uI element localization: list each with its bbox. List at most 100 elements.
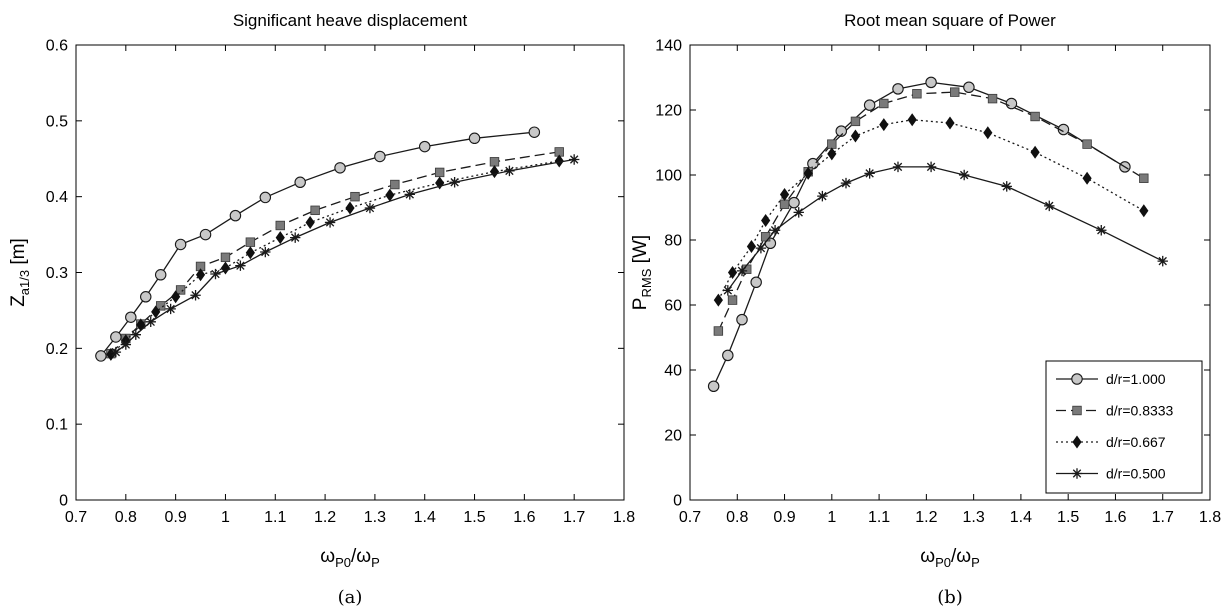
data-point-marker [983,126,993,140]
data-point-marker [120,339,132,350]
data-point-marker [722,349,734,362]
data-point-marker [1001,181,1012,192]
data-point-marker [892,83,904,95]
x-tick-label: 0.8 [115,509,137,526]
data-point-marker [154,269,167,281]
data-point-marker [1030,145,1040,159]
data-point-marker [736,265,748,277]
legend-label: d/r=1.000 [1106,371,1166,387]
x-tick-label: 1 [221,509,230,526]
data-point-marker [1044,200,1055,212]
data-point-marker [727,295,738,305]
data-point-marker [850,129,861,143]
data-point-marker [504,165,515,177]
data-point-marker [722,285,734,296]
chart-panel-b: Root mean square of Power 0.7 0.8 0.9 1 1.1 1.… [630,11,1221,608]
series-line [110,160,560,355]
plot-area-frame [689,44,1211,501]
data-point-marker [110,331,122,343]
data-point-marker [390,179,400,190]
data-point-marker [793,207,804,218]
data-point-marker [807,157,819,170]
data-point-marker [1157,255,1168,267]
y-tick-label: 60 [664,298,682,315]
data-point-marker [850,116,861,127]
data-point-marker [489,157,500,167]
data-point-marker [275,231,285,245]
data-point-marker [418,140,431,153]
chart-panel-a: Significant heave displacement 0.7 0.8 0.9 1… [8,11,635,608]
x-tick-label: 0.9 [773,509,795,526]
data-point-marker [945,116,955,130]
data-point-marker [489,165,500,179]
x-tick-label: 1 [827,509,836,526]
data-point-marker [803,166,813,180]
x-axis-label: ωP0/ωP [320,546,380,570]
legend-marker [1071,373,1083,385]
data-point-marker [275,220,285,231]
data-point-marker [260,246,271,258]
x-tick-label: 1.3 [963,509,985,526]
data-point-marker [817,190,828,202]
data-point-marker [364,202,376,214]
data-point-marker [310,205,320,216]
data-point-marker [568,154,580,165]
y-tick-label: 0.5 [46,113,68,130]
data-point-marker [925,76,937,89]
data-point-marker [912,89,922,99]
x-tick-label: 1.4 [414,509,436,526]
x-axis-label: ωP0/ωP [920,546,980,570]
data-point-marker [155,301,166,311]
data-point-marker [210,268,221,280]
y-tick-label: 0 [673,493,682,510]
data-point-marker [374,150,386,163]
data-point-marker [736,313,748,326]
x-tick-label: 1.6 [513,509,535,526]
data-point-marker [259,191,272,204]
x-tick-label: 1.5 [463,509,485,526]
data-point-marker [840,177,852,189]
data-point-marker [324,217,336,228]
x-tick-label: 1.2 [915,509,937,526]
data-point-marker [958,169,970,181]
series-line [717,91,1145,332]
x-tick-label: 1.7 [563,509,585,526]
data-point-marker [404,189,415,200]
series-d-r-0-500 [110,154,580,358]
chart-title: Significant heave displacement [233,11,468,30]
data-point-marker [879,98,889,109]
data-point-marker [788,196,800,209]
y-tick-label: 0.6 [46,38,68,55]
data-point-marker [707,380,720,392]
data-point-marker [755,242,767,254]
legend-label: d/r=0.8333 [1106,403,1174,419]
data-point-marker [761,214,771,227]
data-point-marker [925,161,937,173]
data-point-marker [175,285,186,295]
data-point-marker [350,191,360,202]
legend-label: d/r=0.500 [1106,466,1166,482]
legend-marker [1072,435,1082,449]
y-tick-label: 0.2 [46,341,68,358]
data-point-marker [892,161,904,173]
panel-caption: (b) [937,587,963,608]
data-point-marker [727,266,738,279]
series-line [110,151,560,355]
data-point-marker [1082,171,1092,185]
panel-caption: (a) [338,587,363,608]
x-tick-label: 0.7 [65,509,87,526]
data-point-marker [779,188,790,201]
data-point-marker [235,260,246,271]
x-tick-label: 1.1 [868,509,890,526]
data-point-marker [1030,111,1040,122]
data-point-marker [174,238,187,251]
data-point-marker [1139,204,1149,218]
series-d-r-1-000 [95,126,541,362]
y-tick-label: 120 [655,103,682,120]
data-point-marker [130,329,141,340]
data-point-marker [1082,139,1092,149]
data-point-marker [125,311,137,323]
x-tick-label: 1.2 [314,509,336,526]
x-tick-label: 1.7 [1152,509,1174,526]
data-point-marker [245,237,256,247]
